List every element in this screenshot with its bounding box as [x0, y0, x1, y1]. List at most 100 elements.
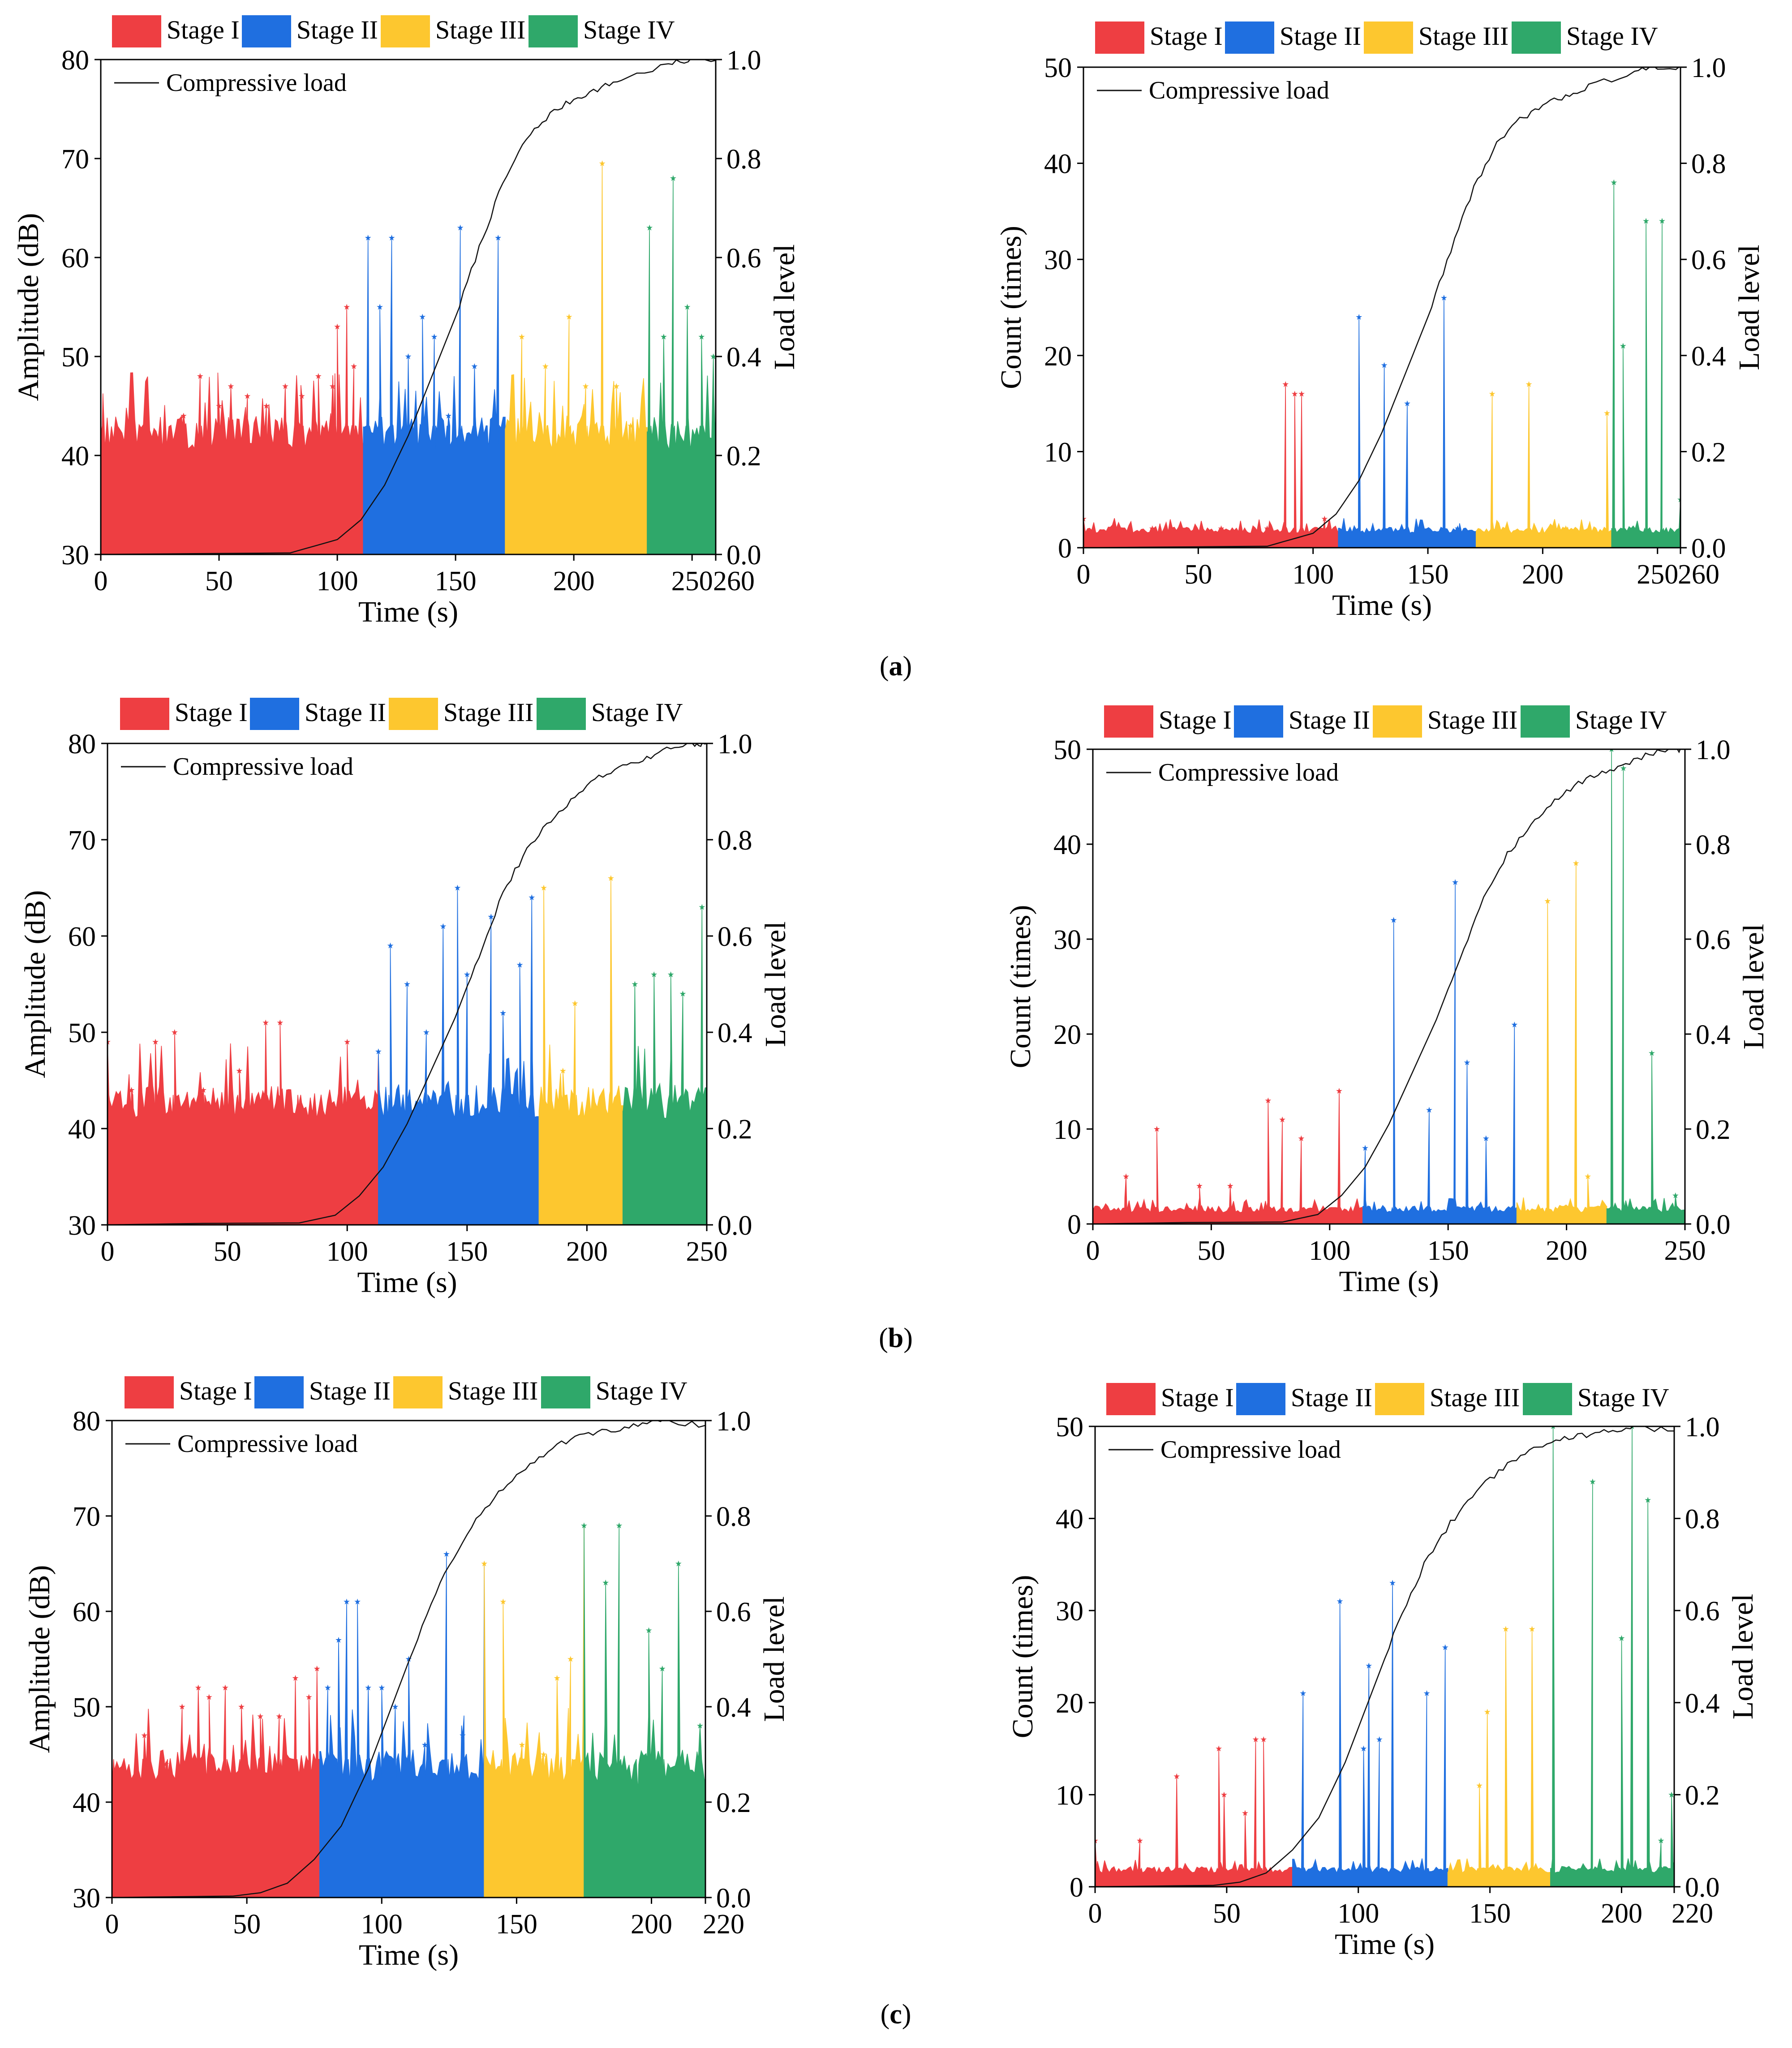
stage-4-area — [622, 907, 707, 1225]
legend-label-stage-2: Stage II — [305, 698, 386, 727]
y-tick-label: 40 — [61, 441, 89, 472]
y-tick-label: 70 — [61, 144, 89, 175]
peak-marker: ★ — [602, 1578, 609, 1587]
y2-tick-label: 0.4 — [716, 1692, 751, 1723]
y2-axis-title: Load level — [1737, 924, 1770, 1049]
peak-marker: ★ — [1173, 1772, 1180, 1781]
legend-label-stage-1: Stage I — [167, 15, 240, 44]
stage-3-area — [505, 163, 648, 554]
y-tick-label: 30 — [61, 540, 89, 571]
peak-marker: ★ — [152, 1038, 159, 1047]
y-tick-label: 30 — [68, 1211, 96, 1241]
legend-swatch-stage-2 — [242, 15, 291, 47]
peak-marker: ★ — [1483, 1134, 1490, 1143]
peak-marker: ★ — [1442, 1643, 1449, 1652]
chart-c-amp: ★★★★★★★★★ ★★★★★★★ ★★ ★★★★★★★★★★★★★★★★★★★★0 5… — [23, 1376, 791, 1971]
y2-tick-label: 0.6 — [716, 1597, 751, 1627]
peak-marker: ★ — [528, 893, 535, 902]
peak-marker: ★ — [1440, 293, 1448, 302]
peak-marker: ★ — [350, 362, 357, 371]
legend-label-stage-4: Stage IV — [1577, 1383, 1669, 1412]
peak-marker: ★ — [296, 1105, 303, 1114]
peak-marker: ★ — [215, 402, 223, 411]
y-tick-label: 80 — [73, 1406, 100, 1437]
peak-marker: ★ — [516, 961, 523, 970]
y-tick-label: 10 — [1053, 1115, 1081, 1145]
stage-3-area — [538, 878, 623, 1225]
peak-marker: ★ — [324, 1683, 331, 1692]
y2-tick-label: 0.6 — [1696, 925, 1731, 955]
x-tick-label: 200 — [1522, 559, 1564, 590]
stage-1-area — [1095, 1739, 1293, 1887]
peak-marker: ★ — [542, 362, 549, 371]
y2-tick-label: 0.8 — [718, 825, 752, 856]
y2-tick-label: 0.8 — [726, 144, 761, 175]
y2-tick-label: 0.0 — [1685, 1872, 1720, 1903]
chart-a-count: ★★ ★ ★★★ ★★★★★★★★★★★★★★ ★★0 50 100 150 200 250260… — [995, 21, 1766, 622]
x-axis-title: Time (s) — [357, 1266, 457, 1299]
peak-marker: ★ — [518, 332, 525, 341]
stage-2-area — [1338, 297, 1477, 548]
legend-label-stage-3: Stage III — [448, 1376, 538, 1405]
peak-marker: ★ — [1376, 1735, 1383, 1744]
y-tick-label: 50 — [1056, 1412, 1083, 1443]
legend-label-stage-2: Stage II — [297, 15, 378, 44]
y2-tick-label: 0.4 — [718, 1018, 752, 1048]
peak-marker: ★ — [607, 874, 615, 883]
x-tick-label: 0 — [1086, 1236, 1100, 1266]
peak-marker: ★ — [659, 1664, 666, 1673]
plot-area: ★★★★★★★★★ ★★★★★★★ ★★ ★★★★★★★★★★★★★★★★★★★★ — [112, 1421, 705, 1898]
peak-marker: ★ — [1529, 1624, 1536, 1633]
y-tick-label: 80 — [68, 729, 96, 760]
legend-label-stage-4: Stage IV — [583, 15, 675, 44]
peak-marker: ★ — [1355, 313, 1362, 322]
peak-marker: ★ — [365, 233, 372, 242]
y-tick-label: 20 — [1053, 1020, 1081, 1050]
y-tick-label: 0 — [1070, 1872, 1083, 1903]
x-tick-label: 50 — [205, 566, 233, 597]
peak-marker: ★ — [335, 1636, 342, 1644]
y2-tick-label: 0.0 — [726, 540, 761, 571]
peak-marker: ★ — [197, 372, 204, 381]
peak-marker: ★ — [263, 402, 270, 411]
y2-tick-label: 0.8 — [1696, 830, 1731, 860]
stage-1-area — [101, 307, 364, 554]
y2-tick-label: 0.2 — [716, 1788, 751, 1818]
compressive-load-line — [101, 60, 716, 554]
stage-4-area — [1611, 182, 1680, 548]
plot-frame — [1092, 748, 1686, 1225]
peak-marker: ★ — [1336, 1086, 1343, 1095]
stage-4-area — [647, 178, 716, 554]
stage-1-area — [112, 1668, 320, 1898]
y2-tick-label: 0.4 — [726, 342, 761, 373]
y2-tick-label: 0.4 — [1691, 341, 1726, 372]
legend-label-stage-2: Stage II — [309, 1376, 391, 1405]
x-tick-label: 220 — [703, 1909, 744, 1940]
plot-area: ★ ★ ★ ★ ★ ★ ★ ★ ★ ★ ★ ★ ★ ★ ★ ★ ★ ★ ★ ★ ★ ★ ★ ★ ★ ★ ★ ★ ★ ★ — [107, 743, 707, 1225]
peak-marker: ★ — [684, 303, 691, 312]
x-tick-label: 150 — [1427, 1236, 1469, 1266]
peak-marker: ★ — [1544, 897, 1551, 906]
y2-tick-label: 1.0 — [726, 45, 761, 76]
x-tick-label: 0 — [94, 566, 108, 597]
legend-swatch-stage-4 — [541, 1376, 590, 1408]
legend-label-stage-3: Stage III — [1430, 1383, 1520, 1412]
peak-marker: ★ — [1629, 1422, 1636, 1431]
peak-marker: ★ — [439, 922, 447, 931]
peak-marker: ★ — [667, 970, 675, 979]
legend-label-stage-4: Stage IV — [1575, 705, 1667, 734]
peak-marker: ★ — [1620, 764, 1627, 773]
y-tick-label: 20 — [1044, 341, 1072, 372]
y2-tick-label: 0.6 — [1691, 245, 1726, 275]
peak-marker: ★ — [387, 941, 394, 950]
peak-marker: ★ — [554, 1674, 561, 1683]
peak-marker: ★ — [1220, 1790, 1228, 1799]
peak-marker: ★ — [540, 1750, 547, 1759]
peak-marker: ★ — [499, 1009, 507, 1018]
legend-swatch-stage-4 — [1512, 21, 1561, 54]
peak-marker: ★ — [1603, 409, 1611, 418]
peak-marker: ★ — [1648, 1048, 1655, 1057]
x-axis-title: Time (s) — [358, 596, 458, 628]
y-tick-label: 70 — [68, 825, 96, 856]
plot-area: ★★★★★★★★★★★★★★★★★★★★★★★★★★★★★★★★★★★★★★★ — [101, 60, 716, 554]
